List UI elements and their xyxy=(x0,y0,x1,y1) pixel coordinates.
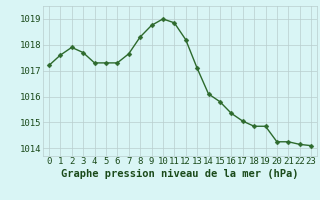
X-axis label: Graphe pression niveau de la mer (hPa): Graphe pression niveau de la mer (hPa) xyxy=(61,169,299,179)
